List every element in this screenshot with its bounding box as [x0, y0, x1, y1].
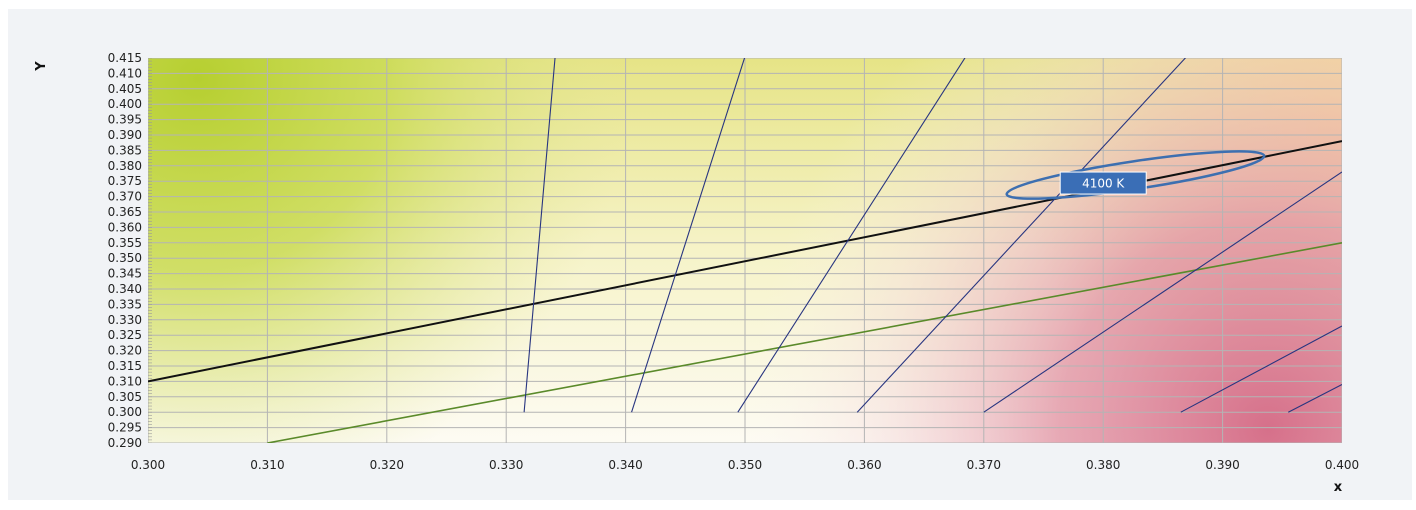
- x-tick-label: 0.370: [967, 458, 1001, 472]
- y-tick-label: 0.295: [108, 421, 142, 435]
- y-tick-label: 0.340: [108, 282, 142, 296]
- x-tick-label: 0.340: [608, 458, 642, 472]
- y-tick-label: 0.310: [108, 374, 142, 388]
- y-tick-label: 0.375: [108, 174, 142, 188]
- y-tick-label: 0.345: [108, 267, 142, 281]
- isotemperature-line: [1288, 383, 1342, 413]
- x-axis-title: x: [1334, 480, 1343, 495]
- isotemperature-line: [631, 58, 746, 413]
- y-tick-label: 0.395: [108, 113, 142, 127]
- x-tick-label: 0.360: [847, 458, 881, 472]
- y-tick-label: 0.305: [108, 390, 142, 404]
- x-tick-label: 0.330: [489, 458, 523, 472]
- chromaticity-chart: 4100 K 0.4150.4100.4050.4000.3950.3900.3…: [34, 51, 1359, 495]
- y-tick-label: 0.300: [108, 405, 142, 419]
- y-tick-label: 0.415: [108, 51, 142, 65]
- x-tick-label: 0.380: [1086, 458, 1120, 472]
- y-tick-label: 0.400: [108, 97, 142, 111]
- x-tick-label: 0.400: [1325, 458, 1359, 472]
- y-tick-label: 0.325: [108, 328, 142, 342]
- isotemperature-line: [737, 58, 966, 413]
- lower-boundary-line: [267, 242, 1342, 443]
- y-axis-title: Y: [34, 61, 49, 72]
- y-tick-label: 0.315: [108, 359, 142, 373]
- y-tick-label: 0.390: [108, 128, 142, 142]
- y-tick-label: 0.335: [108, 297, 142, 311]
- y-tick-label: 0.360: [108, 220, 142, 234]
- y-tick-label: 0.410: [108, 66, 142, 80]
- isotemperature-line: [856, 58, 1187, 413]
- cct-label-text: 4100 K: [1082, 177, 1125, 191]
- y-tick-label: 0.380: [108, 159, 142, 173]
- y-tick-label: 0.405: [108, 82, 142, 96]
- x-tick-label: 0.300: [131, 458, 165, 472]
- y-tick-label: 0.350: [108, 251, 142, 265]
- x-tick-label: 0.390: [1205, 458, 1239, 472]
- isotemperature-line: [523, 58, 556, 413]
- cct-label-box: [1059, 171, 1147, 195]
- y-tick-label: 0.365: [108, 205, 142, 219]
- y-tick-label: 0.385: [108, 143, 142, 157]
- x-tick-label: 0.320: [370, 458, 404, 472]
- y-tick-label: 0.290: [108, 436, 142, 450]
- y-tick-label: 0.330: [108, 313, 142, 327]
- annotation-layer: 4100 K: [1059, 171, 1147, 195]
- isotemperature-line: [983, 171, 1342, 413]
- y-tick-label: 0.355: [108, 236, 142, 250]
- chart-frame: 4100 K 0.415 0.410 0.405 0.400 0.395 0.390 0.3…: [8, 9, 1412, 500]
- x-tick-label: 0.350: [728, 458, 762, 472]
- isotemperature-line: [1180, 325, 1342, 413]
- x-tick-labels: 0.300 0.310 0.320 0.330 0.340 0.350 0.360 0.370…: [131, 458, 1359, 472]
- x-tick-label: 0.310: [250, 458, 284, 472]
- y-tick-label: 0.370: [108, 190, 142, 204]
- y-tick-label: 0.320: [108, 344, 142, 358]
